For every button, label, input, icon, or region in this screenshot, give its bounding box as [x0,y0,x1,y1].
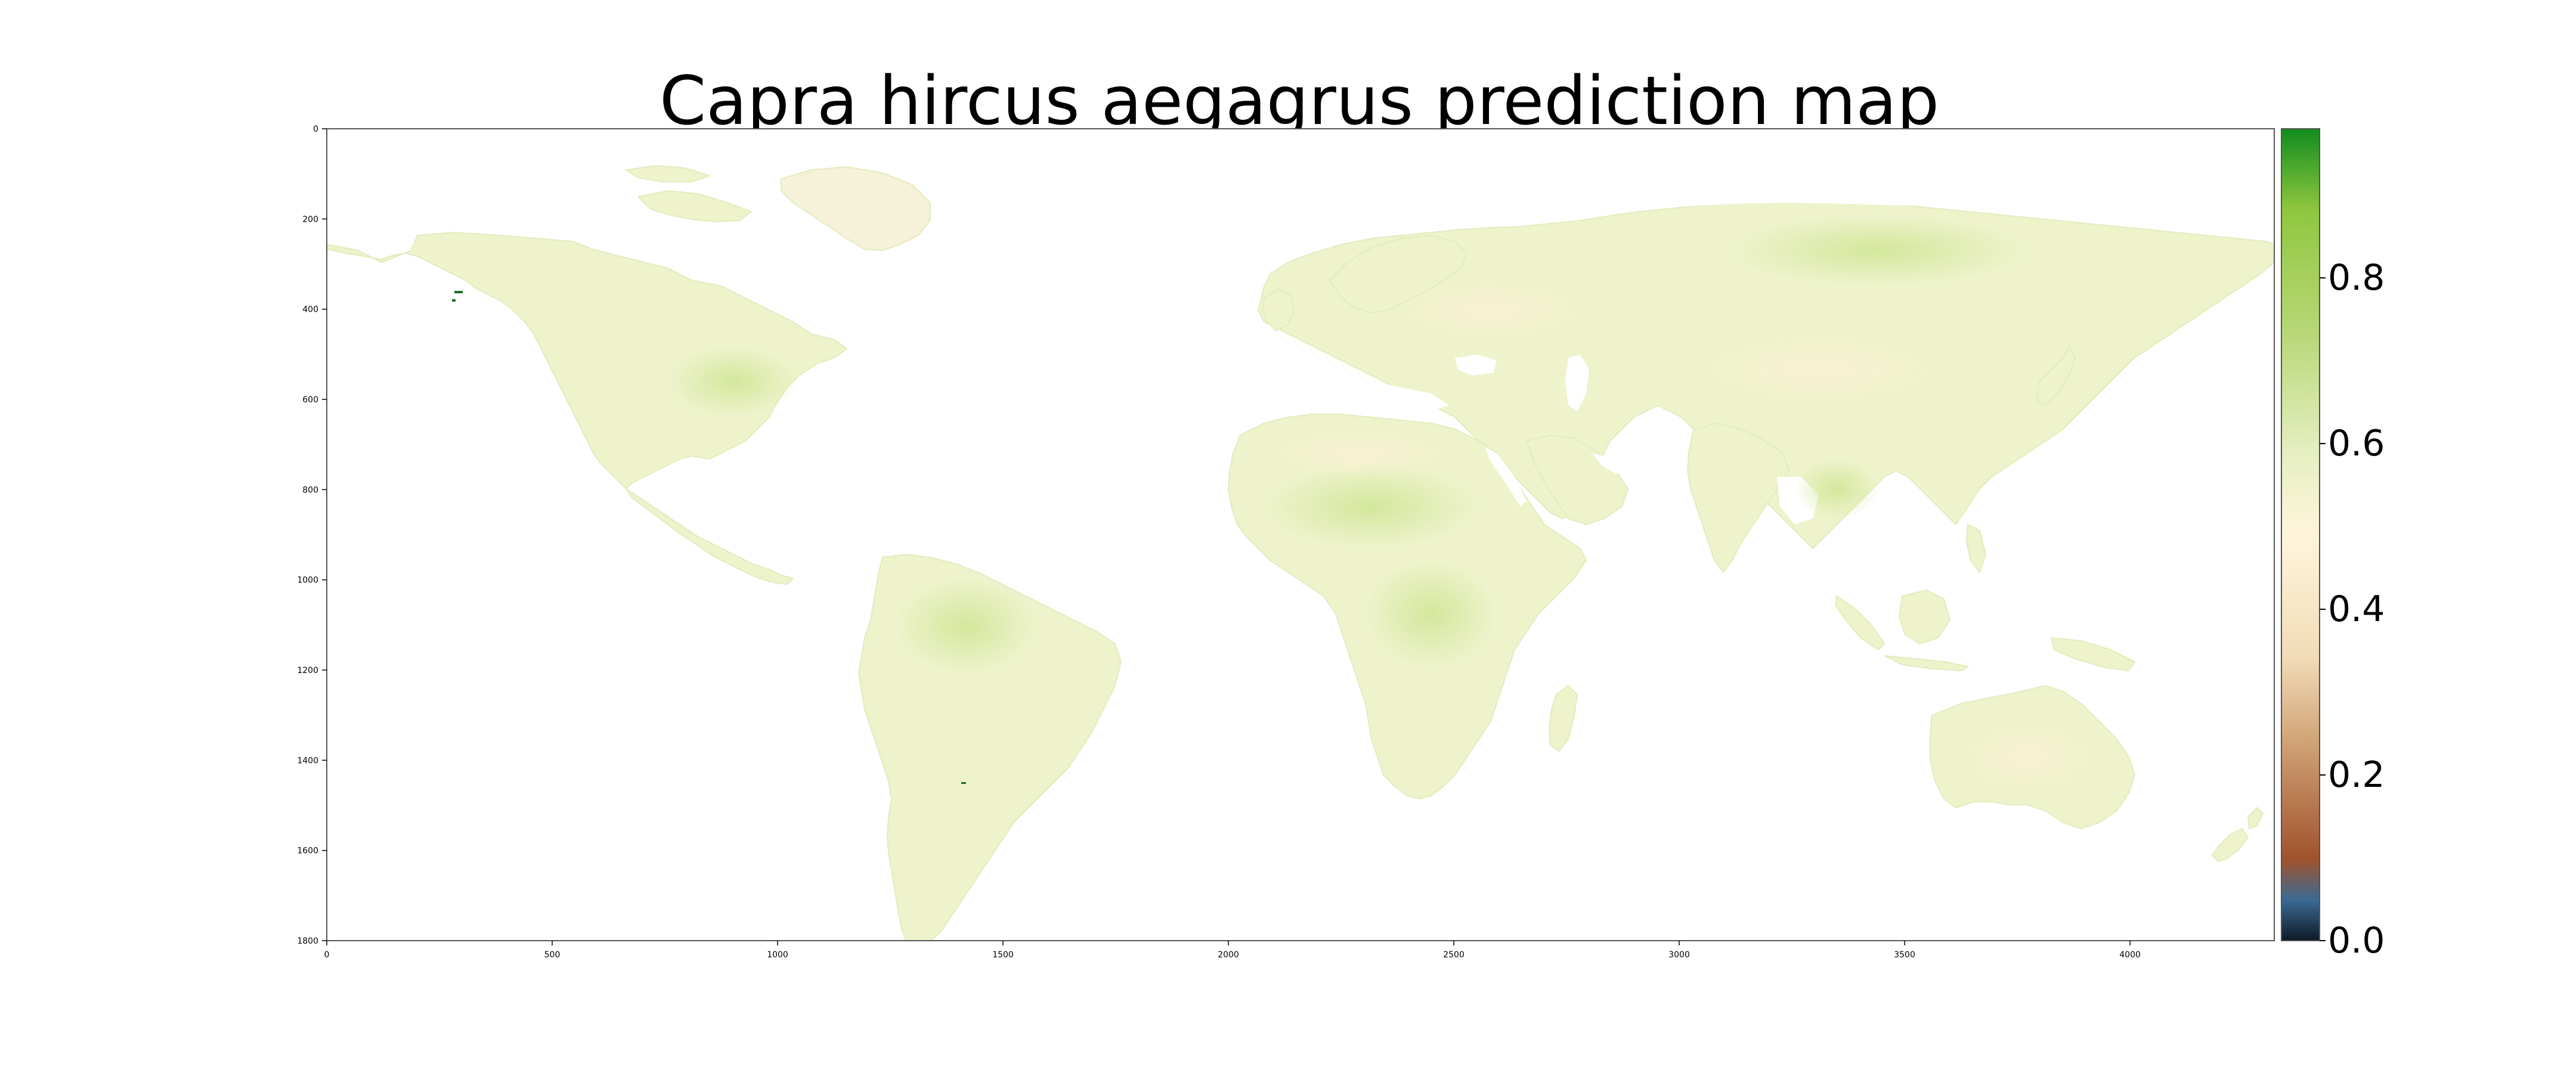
colorbar-ramp [2281,128,2320,941]
land-new-guinea [2050,637,2136,672]
land-arctic-islands-2 [624,165,712,182]
land-greenland-fringe [781,166,931,252]
y-tick-label: 1600 [297,846,318,856]
mediterranean [1288,376,1449,411]
x-tick-label: 500 [544,950,561,960]
x-tick-label: 3500 [1894,950,1915,960]
patch-amazon [894,578,1038,674]
hotspot-alaska [454,291,463,293]
colorbar-tick-label: 0.0 [2328,920,2385,962]
y-tick-label: 800 [302,485,318,495]
land-borneo [1898,589,1951,645]
x-tick-label: 2500 [1443,950,1465,960]
colorbar-tick-label: 0.8 [2328,257,2385,299]
hudson-bay [784,265,859,322]
land-new-zealand [2211,827,2249,863]
red-sea [1485,447,1527,507]
y-tick-label: 200 [302,215,318,224]
land-madagascar [1548,684,1578,752]
x-tick-label: 4000 [2119,950,2141,960]
map-plot [327,129,2274,941]
patch-southeast-asia [1795,459,1878,519]
prediction-patches [668,215,2093,793]
land-nz-north [2247,807,2264,830]
colorbar-tick-label: 0.2 [2328,754,2385,796]
patch-siberia [1729,215,2027,286]
hotspot-argentina [961,782,966,784]
y-tick-label: 1200 [297,666,318,675]
y-tick-label: 1400 [297,756,318,765]
x-tick-label: 2000 [1218,950,1239,960]
chart-title: Capra hircus aegagrus prediction map [660,63,1939,140]
land-uk [1262,288,1295,332]
gulf-of-mexico [772,453,841,504]
land-japan [2035,344,2076,407]
y-tick-label: 1800 [297,936,318,946]
land-india [1686,422,1790,573]
y-tick-label: 400 [302,305,318,315]
patch-central-africa [1366,560,1497,668]
land-arctic-islands [636,190,753,223]
land-north-america [327,231,848,490]
land-central-america [626,488,794,585]
hotspot-alaska-2 [452,299,456,302]
plot-frame [326,128,2275,941]
colorbar-tick-label: 0.6 [2328,423,2385,464]
colorbar: 0.0 0.2 0.4 0.6 0.8 [2281,128,2385,962]
x-axis: 0 500 1000 1500 2000 2500 3000 3500 4000 [324,941,2141,960]
water-cutouts [772,192,1968,525]
colorbar-ticks: 0.0 0.2 0.4 0.6 0.8 [2320,257,2385,962]
land-scandinavia [1329,234,1468,314]
y-axis: 0 200 400 600 800 1000 1200 1400 1600 1800 [297,125,327,946]
black-sea [1455,355,1497,376]
land-sumatra [1834,595,1885,651]
caspian-sea [1565,355,1589,411]
y-tick-label: 1000 [297,576,318,585]
x-tick-label: 0 [324,950,330,960]
land-philippines [1965,523,1987,574]
x-tick-label: 1500 [992,950,1014,960]
x-tick-label: 1000 [767,950,788,960]
colorbar-tick-label: 0.4 [2328,588,2385,630]
land-java [1884,655,1970,672]
y-tick-label: 0 [313,125,318,134]
high-value-spots [452,291,966,784]
patch-europe-cream [1395,280,1586,340]
patch-australia-cream [1962,721,2093,793]
patch-sahara-cream [1270,429,1449,477]
patch-sahel [1264,465,1479,548]
x-tick-label: 3000 [1668,950,1690,960]
patch-east-us [668,346,799,417]
y-tick-label: 600 [302,395,318,405]
persian-gulf [1592,453,1628,474]
arctic-coast [1610,192,1968,210]
patch-gobi [1699,334,1938,405]
